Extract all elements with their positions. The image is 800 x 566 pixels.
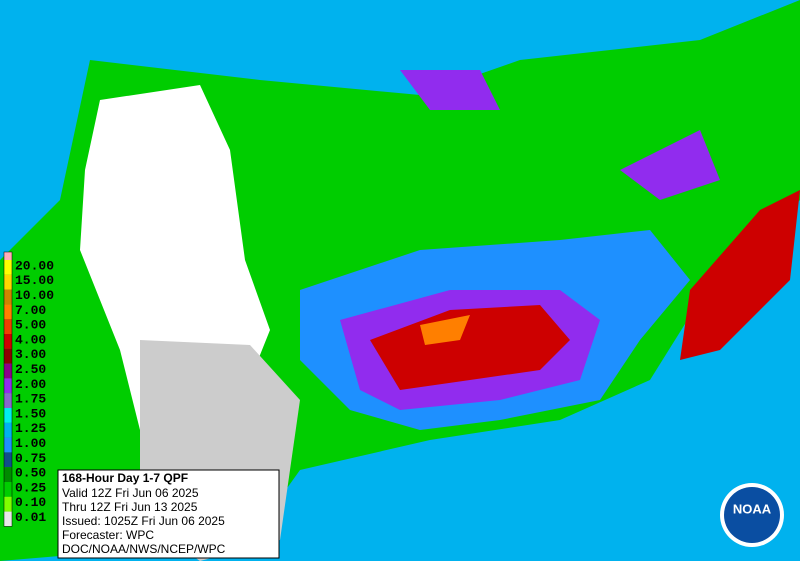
legend-label: 1.50 [15,406,46,421]
logo-text: NOAA [733,501,772,516]
legend-swatch [4,289,12,305]
legend-label: 10.00 [15,288,54,303]
legend-label: 5.00 [15,318,46,333]
info-line: Valid 12Z Fri Jun 06 2025 [62,486,199,500]
legend-label: 0.25 [15,480,46,495]
legend: 20.0015.0010.007.005.004.003.002.502.001… [3,251,54,527]
legend-label: 1.75 [15,392,46,407]
legend-swatch [4,482,12,497]
info-line: Thru 12Z Fri Jun 13 2025 [62,500,198,514]
legend-swatch [4,496,12,512]
legend-label: 15.00 [15,273,54,288]
legend-label: 0.10 [15,495,46,510]
legend-label: 2.50 [15,362,46,377]
legend-swatch [4,408,12,423]
legend-swatch [4,511,12,527]
legend-label: 3.00 [15,347,46,362]
atlantic-core [680,190,800,360]
info-line: DOC/NOAA/NWS/NCEP/WPC [62,542,226,556]
canada-band [400,70,500,110]
red-core [370,305,570,390]
legend-label: 0.75 [15,451,46,466]
legend-swatch [4,437,12,453]
legend-swatch [4,304,12,320]
legend-label: 7.00 [15,303,46,318]
legend-swatch [4,393,12,408]
legend-swatch [4,334,12,349]
northeast-band [620,130,720,200]
legend-label: 0.01 [15,510,46,525]
legend-swatch [4,252,12,260]
legend-label: 1.00 [15,436,46,451]
legend-swatch [4,319,12,334]
logo [724,487,780,543]
info-line: Forecaster: WPC [62,528,154,542]
legend-swatch [4,452,12,468]
legend-label: 1.25 [15,421,46,436]
legend-swatch [4,467,12,482]
legend-swatch [4,378,12,394]
legend-label: 20.00 [15,258,54,273]
legend-swatch [4,348,12,364]
legend-label: 4.00 [15,332,46,347]
info-title: 168-Hour Day 1-7 QPF [62,471,188,485]
legend-swatch [4,422,12,438]
legend-label: 0.50 [15,466,46,481]
legend-swatch [4,260,12,275]
legend-swatch [4,274,12,290]
legend-label: 2.00 [15,377,46,392]
legend-swatch [4,363,12,379]
info-line: Issued: 1025Z Fri Jun 06 2025 [62,514,225,528]
legend-frame [3,251,13,527]
orange-core [420,315,470,345]
info-box [57,469,280,559]
